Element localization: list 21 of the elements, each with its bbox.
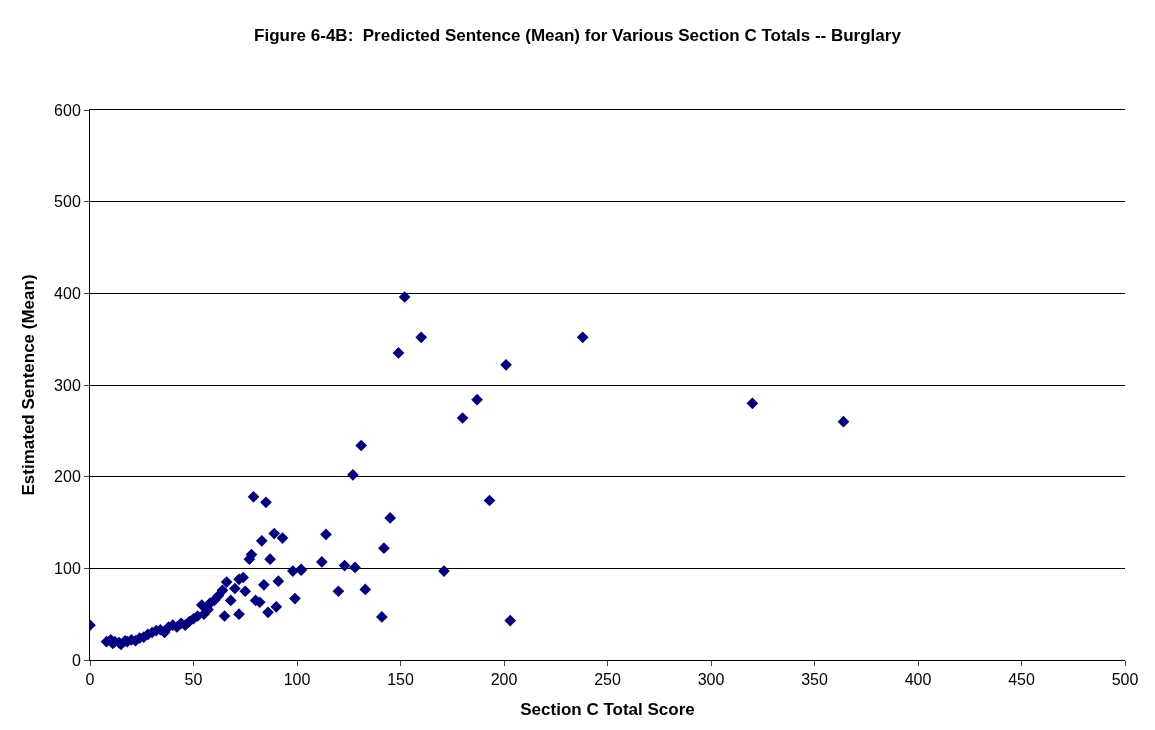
y-tick-label: 600	[54, 101, 81, 119]
y-tick-label: 0	[71, 651, 81, 669]
x-tick-label: 200	[490, 671, 518, 689]
x-tick-label: 350	[801, 671, 828, 689]
x-tick-label: 50	[184, 671, 203, 689]
chart-title: Figure 6-4B: Predicted Sentence (Mean) for Various Section C Totals -- Burglary	[254, 26, 902, 46]
y-tick-label: 300	[54, 376, 81, 394]
x-tick-label: 250	[594, 671, 621, 689]
x-tick-label: 150	[387, 671, 414, 689]
x-tick-label: 100	[283, 671, 311, 689]
y-axis-title: Estimated Sentence (Mean)	[18, 274, 38, 496]
x-tick-label: 0	[85, 671, 95, 689]
y-tick-label: 200	[54, 468, 81, 486]
x-tick-label: 500	[1111, 671, 1139, 689]
x-tick-label: 450	[1008, 671, 1035, 689]
y-tick-label: 400	[54, 284, 81, 302]
y-tick-label: 500	[54, 193, 81, 211]
y-tick-label: 100	[54, 559, 81, 577]
x-tick-label: 400	[904, 671, 932, 689]
x-axis-title: Section C Total Score	[520, 699, 695, 719]
x-tick-label: 300	[697, 671, 725, 689]
